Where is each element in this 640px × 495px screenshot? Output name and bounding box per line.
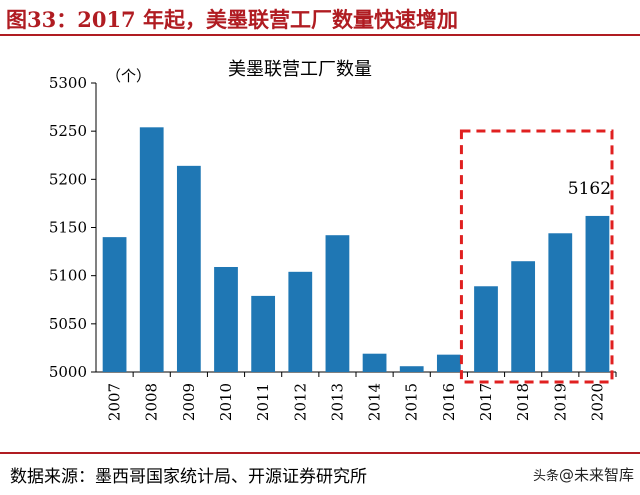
watermark-mark: 头条 [532, 469, 559, 484]
bar-2012 [288, 271, 313, 372]
x-tick-label-2011: 2011 [254, 383, 272, 421]
figure-title: 图33：2017 年起，美墨联营工厂数量快速增加 [6, 7, 458, 32]
x-tick-label-2010: 2010 [217, 383, 235, 421]
y-tick-label: 5050 [49, 315, 87, 333]
source-bar: 数据来源：墨西哥国家统计局、开源证券研究所 头条@未来智库 [0, 452, 640, 495]
bar-2015 [399, 366, 424, 372]
source-text: 数据来源：墨西哥国家统计局、开源证券研究所 [10, 467, 367, 487]
x-tick-label-2018: 2018 [514, 383, 532, 421]
bar-chart: （个） 美墨联营工厂数量 5000 5050 5100 5150 5200 5250 530… [49, 59, 617, 421]
data-label-group: 5162 [568, 179, 611, 199]
watermark: 头条@未来智库 [533, 464, 634, 485]
bar-2013 [325, 235, 350, 372]
chart-axes [95, 83, 616, 373]
chart-title: 美墨联营工厂数量 [228, 59, 372, 80]
bar-2020 [585, 215, 610, 372]
x-tick-label-group: 2007 2008 2009 2010 2011 2012 2013 2014 2015 2016… [106, 372, 617, 421]
y-tick-label: 5250 [49, 122, 87, 140]
bar-2007 [102, 237, 127, 372]
x-tick-label-2015: 2015 [403, 383, 421, 421]
x-tick-label-2020: 2020 [588, 383, 606, 421]
bar-2018 [511, 261, 536, 372]
bar-group [102, 127, 610, 373]
y-tick-group: 5000 5050 5100 5150 5200 5250 5300 [49, 74, 96, 381]
x-tick-label-2016: 2016 [440, 383, 458, 421]
x-tick-label-2017: 2017 [477, 383, 495, 421]
x-tick-label-2009: 2009 [180, 383, 198, 421]
y-tick-label: 5300 [49, 74, 87, 92]
bar-2019 [548, 233, 573, 372]
bar-2009 [176, 165, 201, 372]
highlight-box-2017-2020 [459, 129, 614, 384]
x-tick-label-2007: 2007 [106, 383, 124, 421]
x-tick-label-2014: 2014 [366, 383, 384, 421]
y-unit-label: （个） [106, 67, 151, 85]
y-tick-label: 5100 [49, 267, 87, 285]
figure-header: 图33：2017 年起，美墨联营工厂数量快速增加 [0, 0, 640, 36]
x-tick-label-2012: 2012 [291, 383, 309, 421]
bar-2010 [214, 266, 238, 372]
x-tick-label-2019: 2019 [551, 383, 569, 421]
y-tick-label: 5150 [49, 219, 87, 237]
y-tick-label: 5000 [49, 363, 87, 381]
y-tick-label: 5200 [49, 170, 87, 188]
bar-2014 [362, 353, 387, 372]
bar-2017 [474, 286, 498, 372]
x-tick-label-2013: 2013 [328, 383, 346, 421]
x-tick-label-2008: 2008 [143, 383, 161, 421]
watermark-text: @未来智库 [558, 466, 634, 484]
data-label-2020: 5162 [568, 179, 611, 199]
bar-2016 [436, 354, 461, 372]
bar-2011 [251, 295, 276, 372]
bar-2008 [139, 127, 164, 373]
